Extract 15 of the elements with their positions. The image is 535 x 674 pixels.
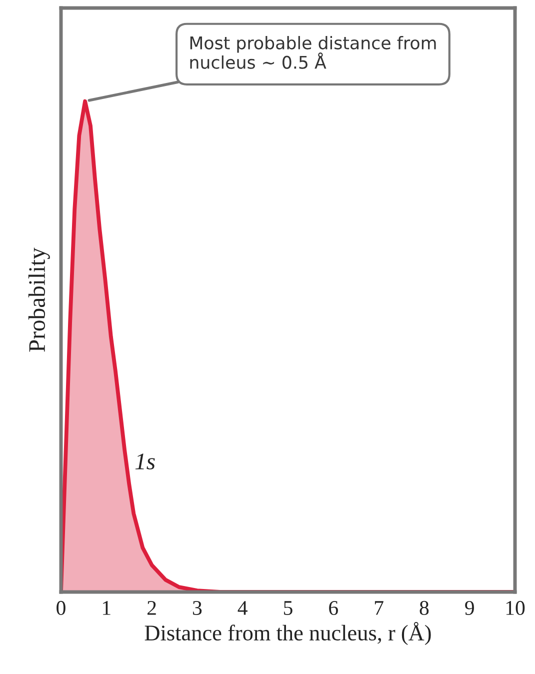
x-tick-label: 6 bbox=[329, 600, 338, 615]
x-tick-label: 5 bbox=[284, 601, 292, 615]
x-tick-label: 4 bbox=[238, 601, 248, 615]
annotation: Most probable distance from nucleus ~ 0.5 Å bbox=[190, 36, 436, 69]
x-tick-label: 1 bbox=[103, 601, 110, 615]
y-axis-title: Probability bbox=[28, 248, 50, 352]
x-tick-label: 3 bbox=[192, 600, 202, 615]
x-axis-title: Distance from the nucleus, r (Å) bbox=[144, 622, 431, 646]
series-label: 1s bbox=[135, 454, 155, 470]
x-tick-label: 7 bbox=[374, 601, 384, 615]
x-tick-label: 10 bbox=[506, 600, 525, 615]
x-tick-label: 2 bbox=[148, 600, 156, 615]
x-tick-label: 8 bbox=[420, 600, 429, 615]
x-tick-label: 9 bbox=[465, 600, 474, 615]
x-tick-label: 0 bbox=[56, 600, 66, 615]
